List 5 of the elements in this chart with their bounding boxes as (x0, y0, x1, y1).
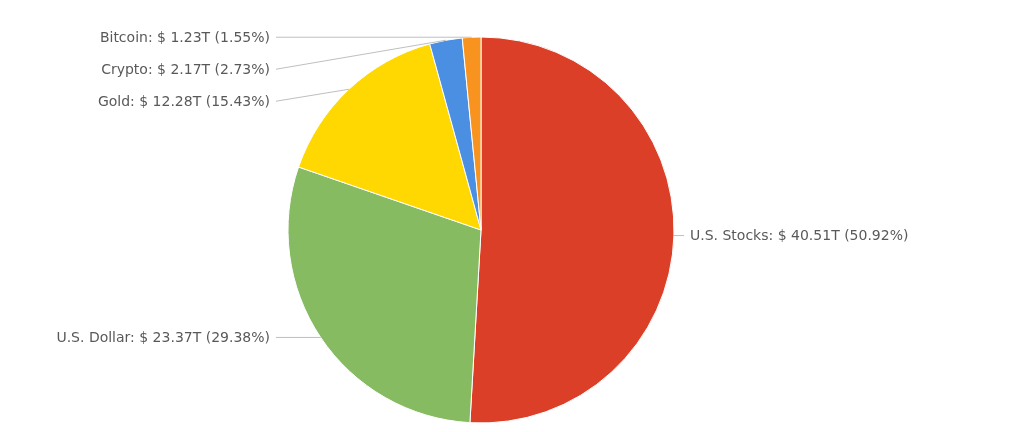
slice-label: Gold: $ 12.28T (15.43%) (97, 93, 270, 110)
slice-label: Bitcoin: $ 1.23T (1.55%) (99, 29, 270, 46)
slice-label: Crypto: $ 2.17T (2.73%) (101, 61, 270, 78)
slice-label: U.S. Stocks: $ 40.51T (50.92%) (690, 227, 909, 244)
slice-label: U.S. Dollar: $ 23.37T (29.38%) (56, 329, 270, 346)
